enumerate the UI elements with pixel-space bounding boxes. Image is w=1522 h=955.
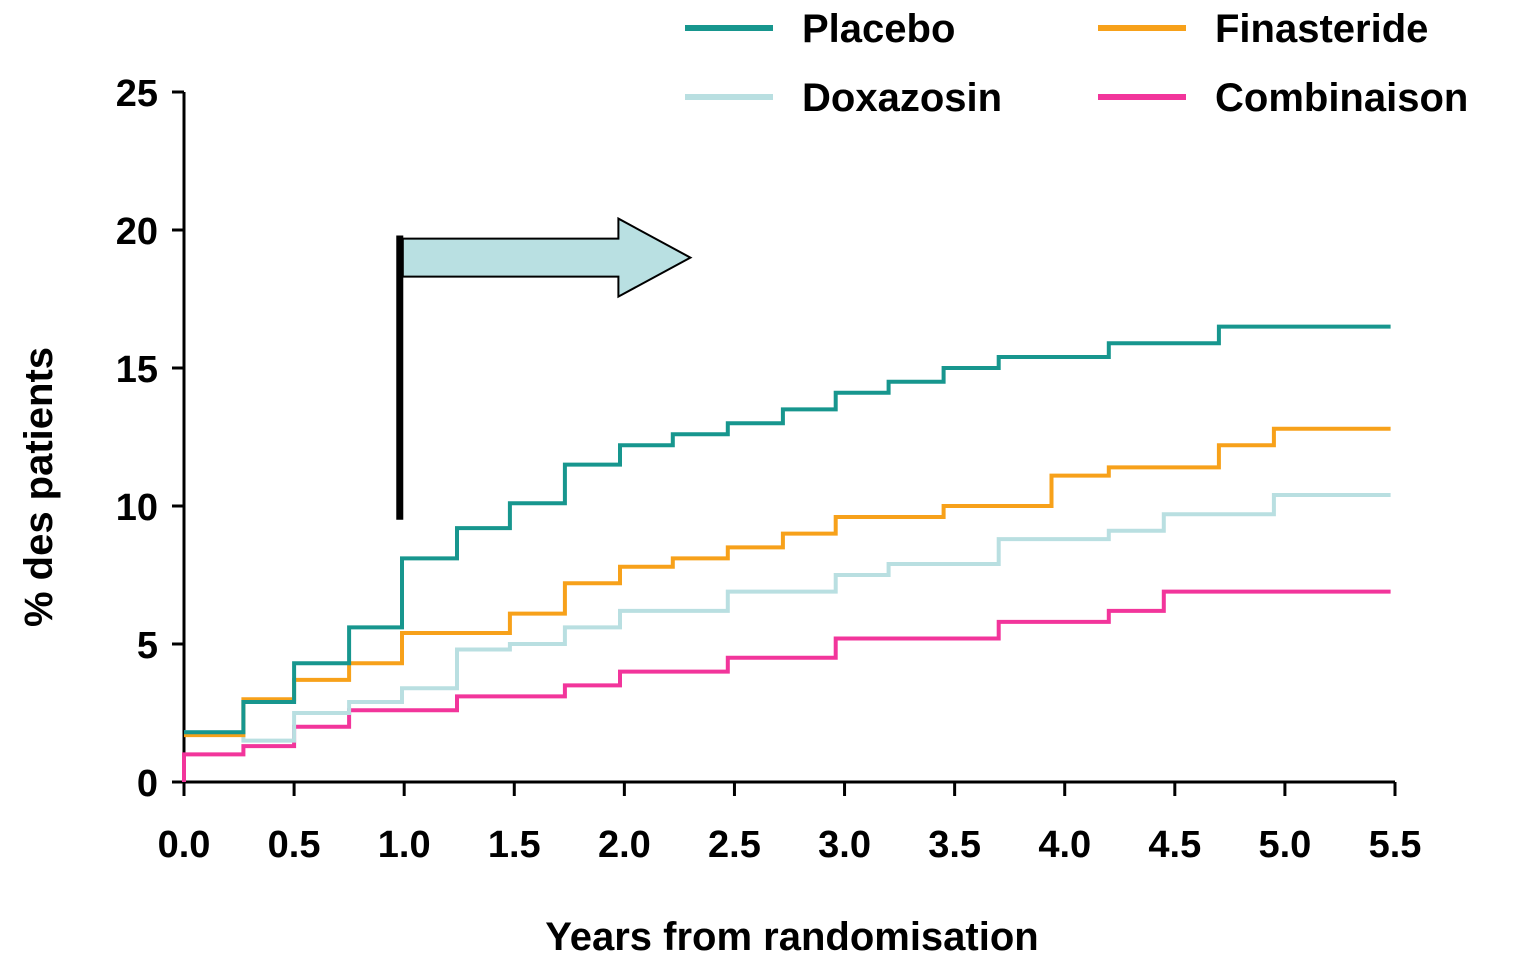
y-tick-label: 25 bbox=[116, 73, 158, 115]
x-ticks: 0.0 0.5 1.0 1.5 2.0 2.5 3.0 3.5 4.0 4.5 5.0 5.5 bbox=[158, 782, 1422, 866]
x-tick-label: 4.0 bbox=[1038, 824, 1091, 866]
annotation-group bbox=[396, 216, 693, 520]
series-line-doxazosin bbox=[184, 493, 1391, 743]
y-tick-label: 10 bbox=[116, 487, 158, 529]
x-tick-label: 4.5 bbox=[1148, 824, 1201, 866]
y-ticks: 0 5 10 15 20 25 bbox=[116, 73, 184, 805]
x-tick-label: 0.0 bbox=[158, 824, 211, 866]
y-tick-label: 5 bbox=[137, 625, 158, 667]
y-tick-label: 0 bbox=[137, 763, 158, 805]
x-tick-label: 1.0 bbox=[378, 824, 431, 866]
legend-label-doxazosin: Doxazosin bbox=[802, 76, 1002, 120]
series-line-finasteride bbox=[184, 426, 1391, 738]
legend-label-placebo: Placebo bbox=[802, 7, 955, 51]
arrow-annotation bbox=[401, 216, 693, 299]
legend-label-combinaison: Combinaison bbox=[1215, 76, 1468, 120]
x-tick-label: 2.5 bbox=[708, 824, 761, 866]
x-tick-label: 0.5 bbox=[268, 824, 321, 866]
series-line-placebo bbox=[184, 324, 1391, 735]
x-tick-label: 1.5 bbox=[488, 824, 541, 866]
legend: Placebo Finasteride Doxazosin Combinaison bbox=[685, 7, 1468, 120]
x-tick-label: 5.5 bbox=[1369, 824, 1422, 866]
series-group bbox=[182, 324, 1391, 782]
y-tick-label: 15 bbox=[116, 349, 158, 391]
x-tick-label: 2.0 bbox=[598, 824, 651, 866]
y-axis-title: % des patients bbox=[17, 347, 61, 627]
axes: 0 5 10 15 20 25 0.0 0.5 1.0 1.5 2.0 2.5 3.0 3.5 4.0 4.… bbox=[116, 73, 1422, 866]
series-line-combinaison bbox=[182, 589, 1391, 782]
legend-label-finasteride: Finasteride bbox=[1215, 7, 1428, 51]
x-tick-label: 3.0 bbox=[818, 824, 871, 866]
x-tick-label: 3.5 bbox=[928, 824, 981, 866]
x-axis-title: Years from randomisation bbox=[545, 915, 1038, 955]
y-tick-label: 20 bbox=[116, 211, 158, 253]
x-tick-label: 5.0 bbox=[1258, 824, 1311, 866]
